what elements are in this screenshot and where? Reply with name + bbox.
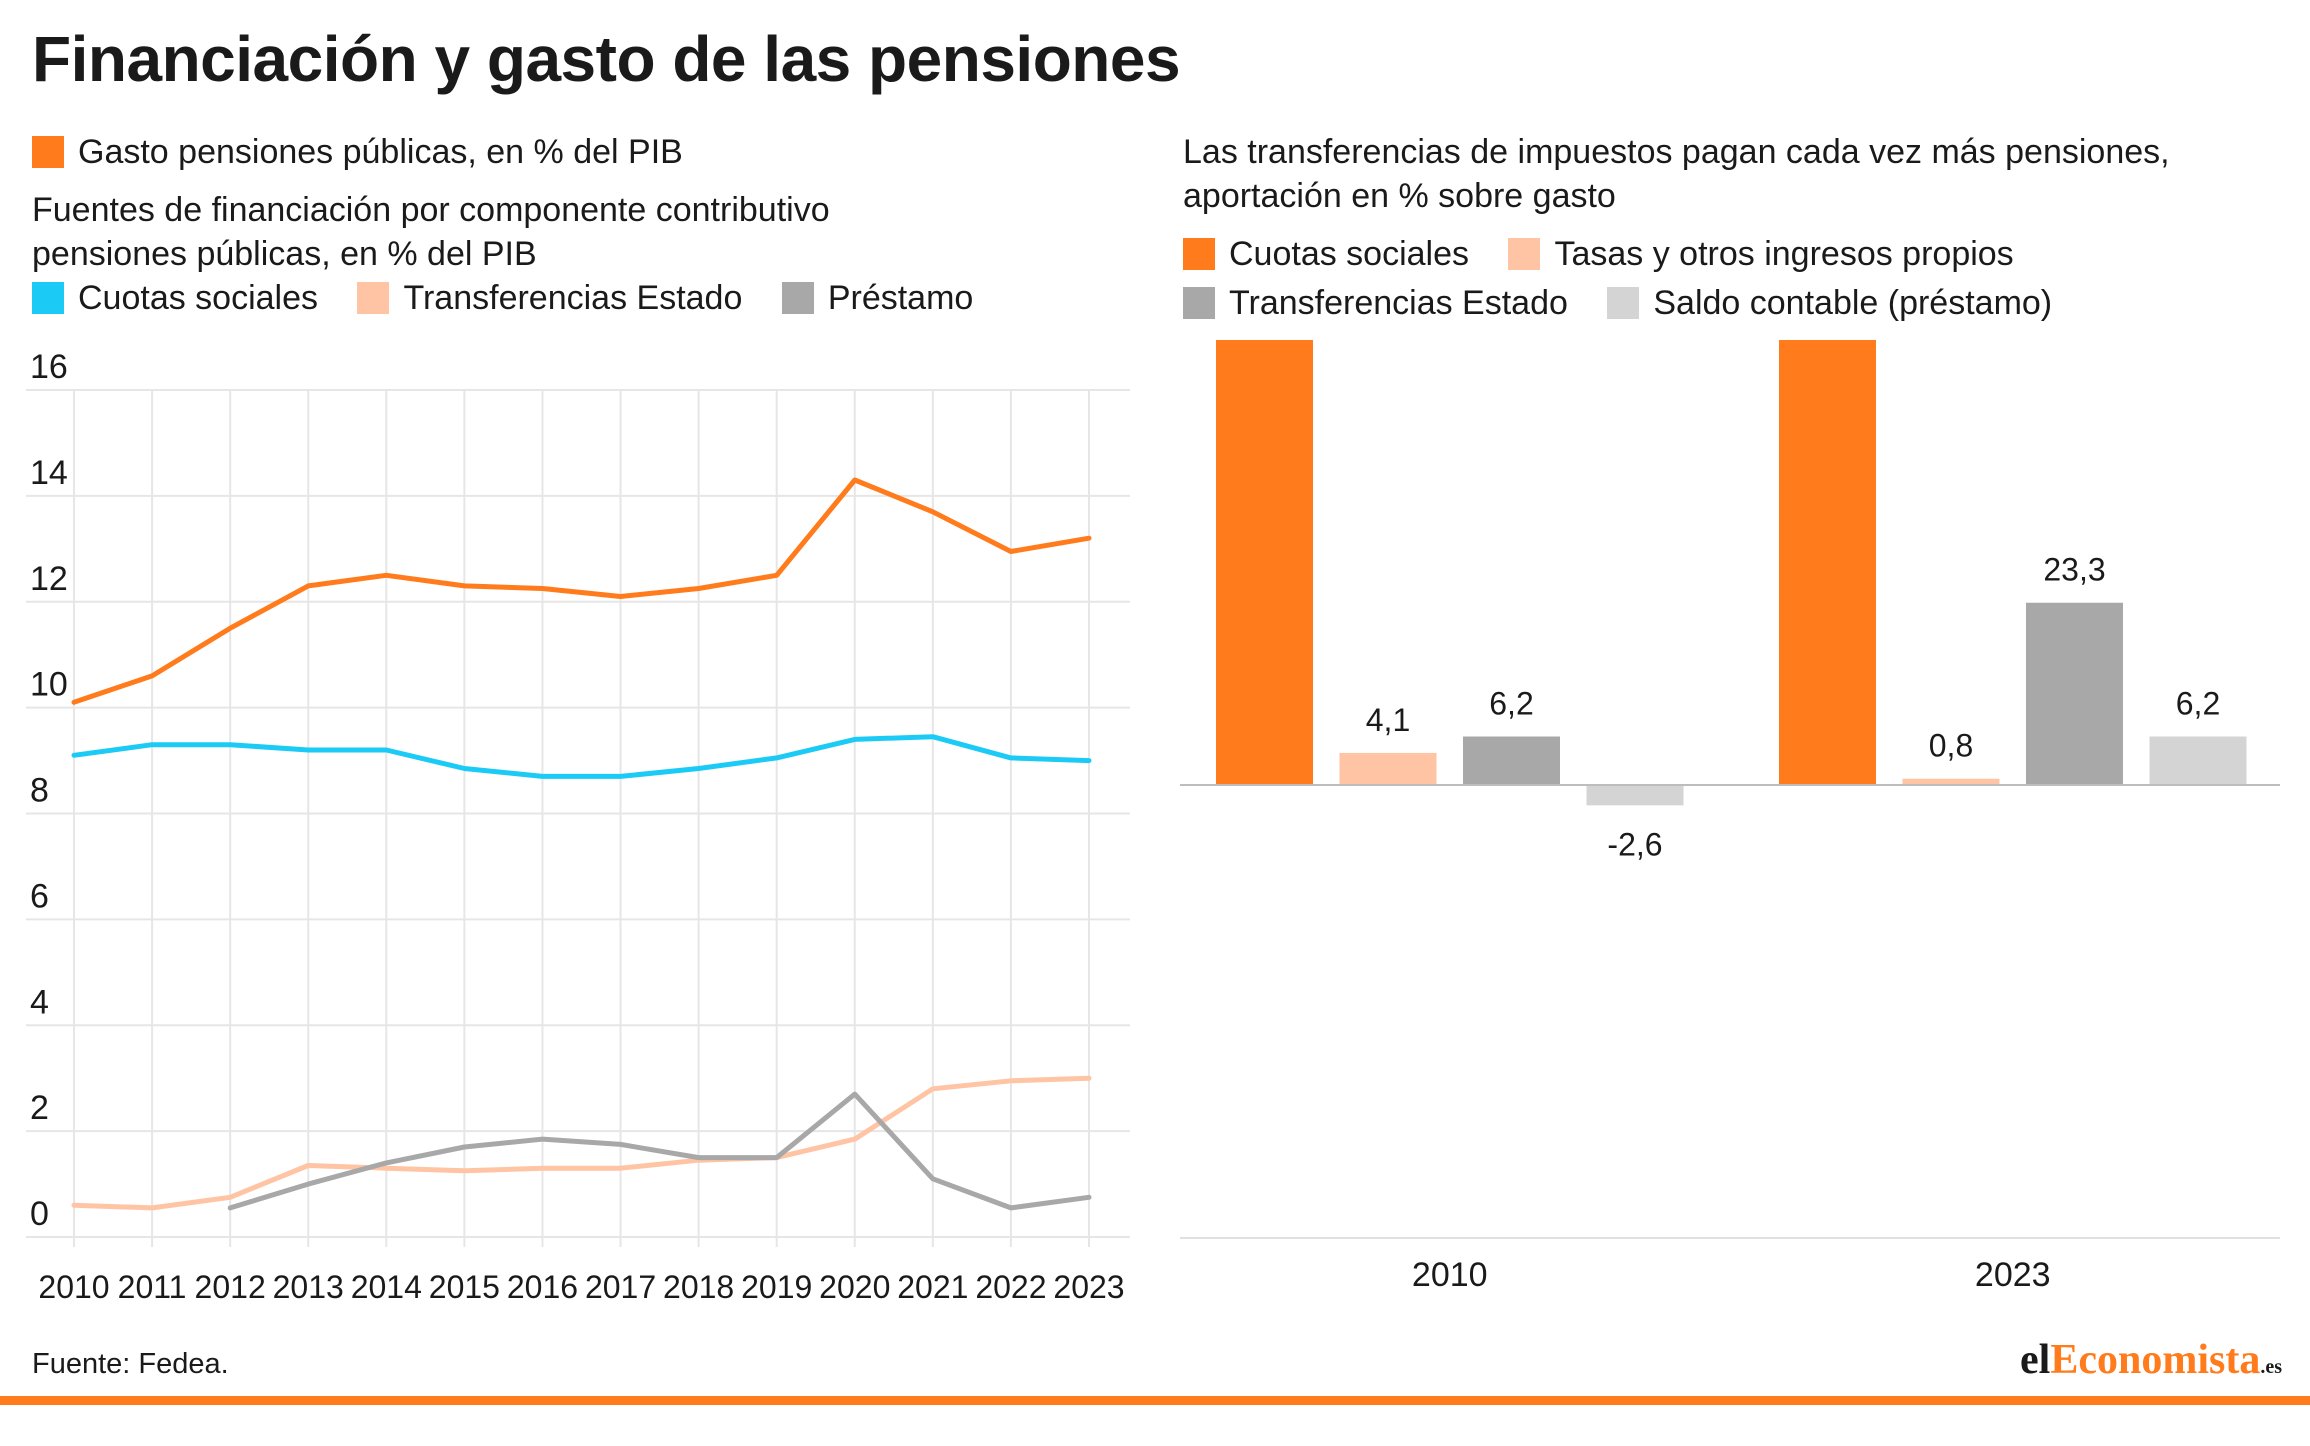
x-tick-label: 2015 — [429, 1269, 500, 1305]
y-tick-label: 4 — [30, 983, 49, 1021]
right-legend-row2: Transferencias Estado Saldo contable (pr… — [1183, 281, 2082, 325]
legend-item-saldo: Saldo contable (préstamo) — [1607, 281, 2052, 325]
data-label: 6,2 — [1489, 686, 1533, 722]
legend-item-transferencias: Transferencias Estado — [357, 276, 742, 320]
data-label: 23,3 — [2043, 552, 2105, 588]
series-line — [71, 734, 1092, 779]
legend-label-transferencias: Transferencias Estado — [403, 279, 743, 317]
y-tick-label: 10 — [30, 666, 68, 704]
bar — [2149, 736, 2247, 785]
legend-swatch-tasas — [1508, 238, 1541, 270]
page-title: Financiación y gasto de las pensiones — [32, 23, 1181, 95]
logo-part1: el — [2020, 1337, 2051, 1383]
x-tick-label: 2020 — [819, 1269, 890, 1305]
logo-part2: Economista — [2050, 1337, 2261, 1383]
legend-item-prestamo: Préstamo — [781, 276, 974, 320]
data-label: -2,6 — [1607, 826, 1662, 862]
x-tick-label: 2013 — [273, 1269, 344, 1305]
y-tick-label: 12 — [30, 560, 68, 598]
logo-part3: .es — [2260, 1356, 2282, 1378]
x-tick-label: 2019 — [741, 1269, 812, 1305]
series-line — [71, 477, 1092, 705]
x-tick-label: 2010 — [38, 1269, 109, 1305]
y-tick-label: 0 — [30, 1195, 49, 1233]
y-tick-label: 8 — [30, 772, 49, 810]
bottom-rule — [0, 1396, 2310, 1405]
right-subtitle-line1: Las transferencias de impuestos pagan ca… — [1183, 133, 2170, 171]
x-tick-label: 2023 — [1053, 1269, 1124, 1305]
category-label: 2010 — [1412, 1256, 1488, 1294]
legend-label-gasto: Gasto pensiones públicas, en % del PIB — [78, 133, 683, 171]
bar — [2026, 602, 2123, 785]
data-label: 0,8 — [1929, 728, 1973, 764]
legend-label-prestamo: Préstamo — [827, 279, 974, 317]
legend-item-cuotas-bar: Cuotas sociales — [1183, 232, 1469, 276]
bar — [1586, 785, 1684, 806]
legend-item-transferencias-bar: Transferencias Estado — [1183, 281, 1568, 325]
right-subtitle-line2: aportación en % sobre gasto — [1183, 177, 1616, 215]
series-line — [71, 1075, 1092, 1211]
left-subtitle-line1: Fuentes de financiación por componente c… — [32, 191, 830, 229]
source-note: Fuente: Fedea. — [32, 1348, 229, 1380]
legend-swatch-transferencias — [357, 282, 390, 314]
data-label: 6,2 — [2176, 686, 2220, 722]
bar — [1216, 340, 1313, 785]
series-line — [227, 1091, 1092, 1211]
brand-logo: elEconomista.es — [2020, 1336, 2282, 1384]
legend-item-cuotas: Cuotas sociales — [32, 276, 318, 320]
legend-label-saldo: Saldo contable (préstamo) — [1653, 284, 2053, 322]
bar — [1463, 736, 1560, 785]
bar — [1902, 778, 2000, 785]
bar — [1779, 340, 1876, 785]
x-tick-label: 2014 — [351, 1269, 422, 1305]
bar — [1339, 752, 1437, 785]
legend-swatch-saldo — [1607, 287, 1640, 319]
y-tick-label: 16 — [30, 348, 68, 386]
legend-label-cuotas-bar: Cuotas sociales — [1229, 235, 1470, 273]
category-label: 2023 — [1975, 1256, 2051, 1294]
x-tick-label: 2011 — [118, 1269, 187, 1305]
x-tick-label: 2016 — [507, 1269, 578, 1305]
left-subtitle-line2: pensiones públicas, en % del PIB — [32, 235, 537, 273]
x-tick-label: 2018 — [663, 1269, 734, 1305]
legend-swatch-gasto — [32, 136, 64, 168]
x-tick-label: 2012 — [195, 1269, 266, 1305]
legend-swatch-cuotas — [32, 282, 64, 314]
x-tick-label: 2022 — [975, 1269, 1046, 1305]
legend-swatch-prestamo — [781, 282, 814, 314]
y-tick-label: 2 — [30, 1089, 49, 1127]
legend-label-cuotas: Cuotas sociales — [78, 279, 319, 317]
x-tick-label: 2017 — [585, 1269, 656, 1305]
legend-label-transferencias-bar: Transferencias Estado — [1229, 284, 1568, 322]
legend-swatch-cuotas-bar — [1183, 238, 1215, 270]
x-tick-label: 2021 — [897, 1269, 968, 1305]
data-label: 4,1 — [1366, 702, 1410, 738]
legend-item-tasas: Tasas y otros ingresos propios — [1508, 232, 2014, 276]
left-legend: Cuotas sociales Transferencias Estado Pr… — [32, 276, 1003, 320]
right-legend-row1: Cuotas sociales Tasas y otros ingresos p… — [1183, 232, 2044, 276]
y-tick-label: 6 — [30, 877, 49, 915]
left-legend-gasto: Gasto pensiones públicas, en % del PIB — [32, 130, 683, 174]
y-tick-label: 14 — [30, 454, 68, 492]
legend-swatch-transferencias-bar — [1183, 287, 1215, 319]
legend-label-tasas: Tasas y otros ingresos propios — [1554, 235, 2014, 273]
